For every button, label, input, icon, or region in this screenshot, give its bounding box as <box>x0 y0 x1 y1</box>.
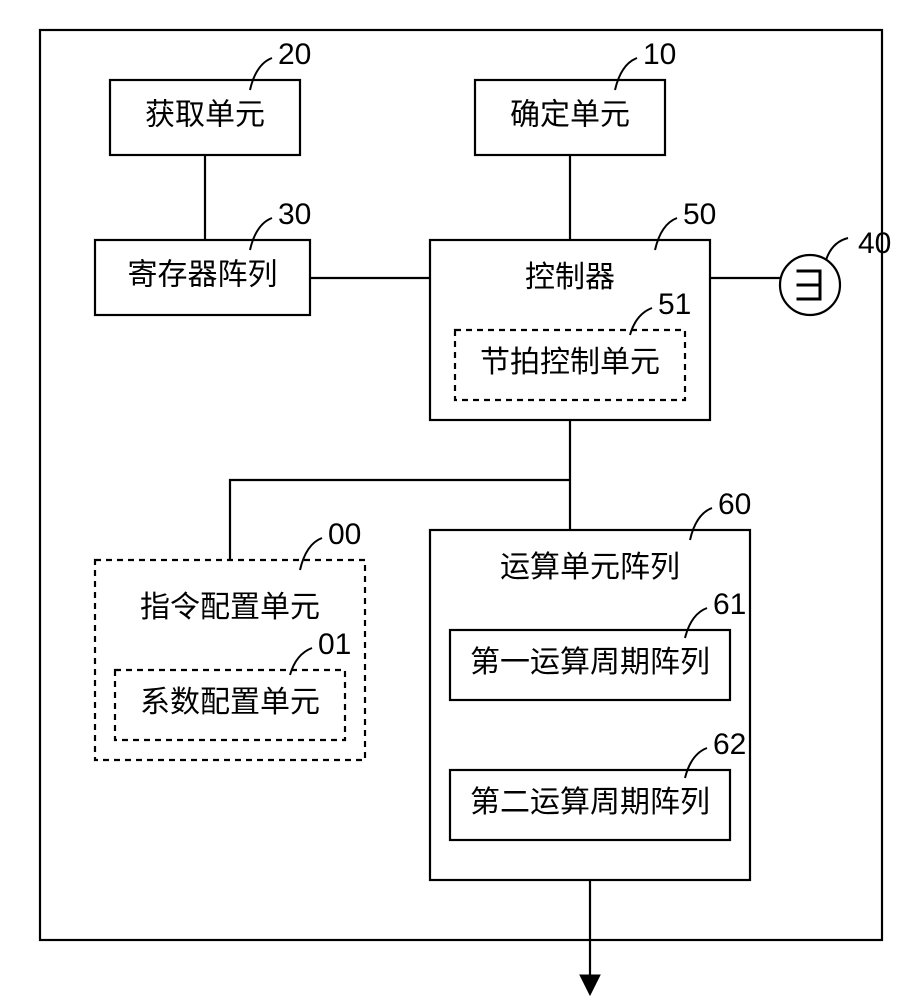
block-b20-label: 获取单元 <box>145 98 265 131</box>
block-b00-label: 指令配置单元 <box>140 591 320 624</box>
block-b61-label: 第一运算周期阵列 <box>470 646 710 679</box>
block-b60-label: 运算单元阵列 <box>500 551 680 584</box>
clock-number: 40 <box>858 227 891 260</box>
block-b10-number: 10 <box>643 38 676 71</box>
block-b51-label: 节拍控制单元 <box>480 346 660 379</box>
block-b01-number: 01 <box>318 628 351 661</box>
block-b60-number: 60 <box>718 488 751 521</box>
block-b50-label: 控制器 <box>525 261 615 294</box>
block-b20-number: 20 <box>278 38 311 71</box>
block-b62-number: 62 <box>713 728 746 761</box>
block-b01-label: 系数配置单元 <box>140 686 320 719</box>
block-b51-number: 51 <box>658 288 691 321</box>
output-arrow-head <box>580 975 600 995</box>
block-b10-label: 确定单元 <box>510 98 630 131</box>
block-b62-label: 第二运算周期阵列 <box>470 786 710 819</box>
block-b61-number: 61 <box>713 588 746 621</box>
block-b50-number: 50 <box>683 198 716 231</box>
block-b00-number: 00 <box>328 518 361 551</box>
block-b30-label: 寄存器阵列 <box>128 258 278 291</box>
block-b30-number: 30 <box>278 198 311 231</box>
